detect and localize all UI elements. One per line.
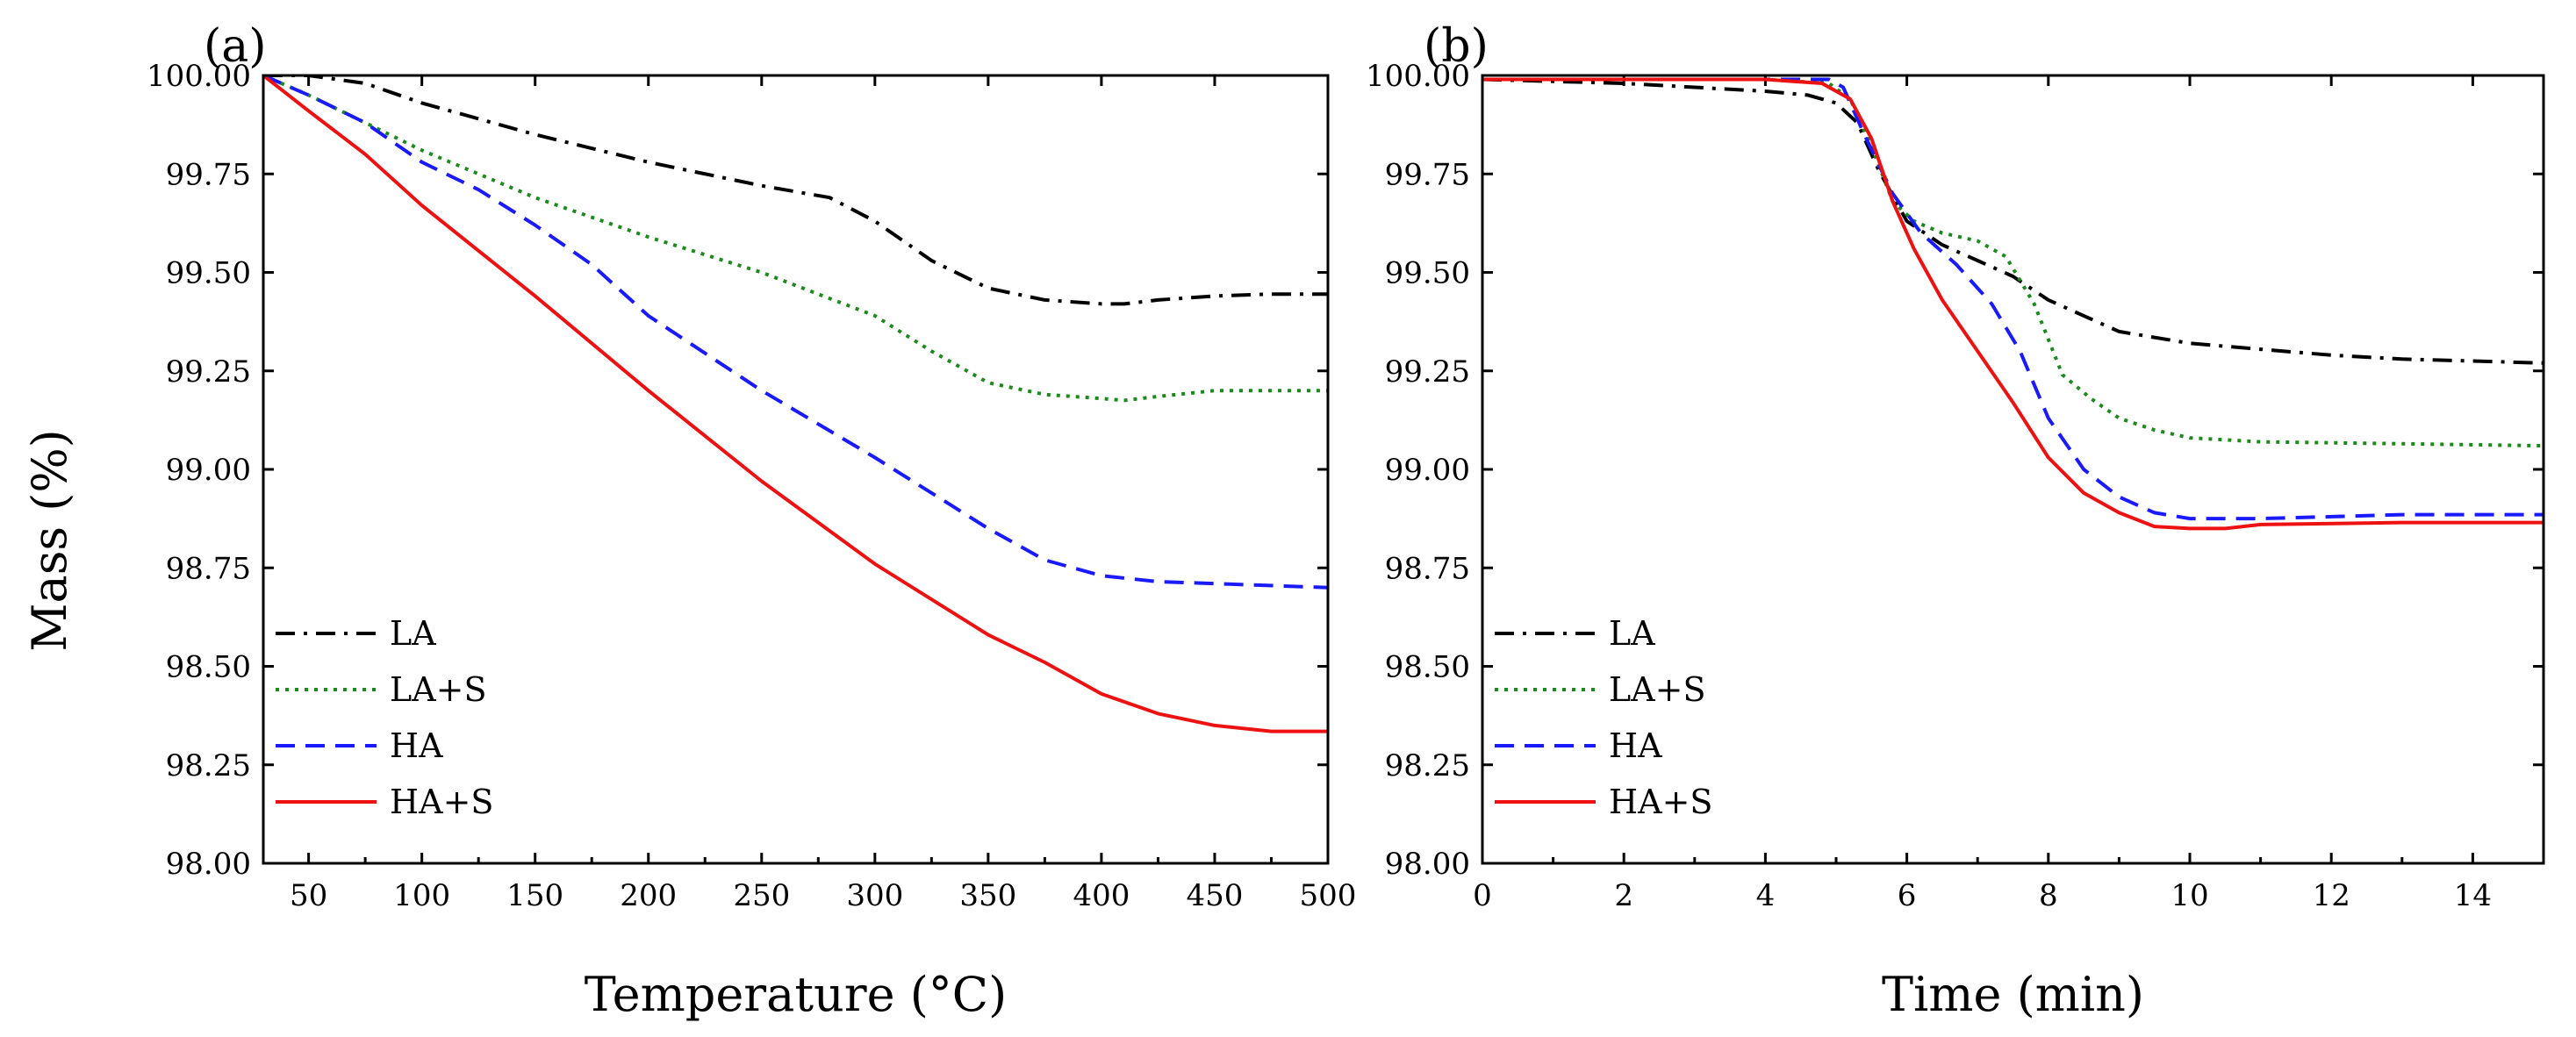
x-tick-label: 450: [1187, 878, 1244, 913]
x-tick-label: 2: [1614, 878, 1633, 913]
series-line-ha-plus-s: [263, 75, 1328, 733]
series-line-ha: [1482, 77, 2544, 521]
series-line-ha-plus-s: [1482, 77, 2544, 531]
x-tick-label: 500: [1300, 878, 1357, 913]
legend-label: HA+S: [1609, 783, 1712, 821]
x-tick-label: 300: [846, 878, 903, 913]
y-tick-label: 98.00: [1385, 847, 1470, 882]
y-tick-label: 98.25: [166, 748, 251, 783]
y-tick-label: 98.25: [1385, 748, 1470, 783]
legend-label: LA+S: [390, 670, 487, 709]
y-tick-label: 100.00: [1366, 59, 1470, 94]
y-tick-label: 100.00: [147, 59, 251, 94]
x-tick-label: 12: [2313, 878, 2350, 913]
x-axis-label: Time (min): [1882, 967, 2144, 1022]
panel-label: (a): [204, 20, 267, 73]
x-tick-label: 50: [290, 878, 327, 913]
legend-label: HA: [390, 726, 443, 765]
series-line-la: [1482, 77, 2544, 365]
x-tick-label: 6: [1898, 878, 1917, 913]
panel-a: (a) 50 100 150 200 250 300 350 400 450 500 98.00 98.…: [147, 20, 1356, 1022]
y-tick-label: 99.25: [166, 354, 251, 390]
y-tick-label: 99.00: [166, 453, 251, 488]
panel-b: (b) 0 2 4 6 8 10 12 14 98.00 98.25 98.50 98.75 99.00 9…: [1366, 20, 2545, 1022]
x-tick-label: 250: [733, 878, 790, 913]
plot-frame: [262, 74, 1330, 865]
legend-label: HA: [1609, 726, 1662, 765]
y-tick-label: 99.75: [166, 157, 251, 192]
x-tick-label: 0: [1473, 878, 1492, 913]
legend-label: HA+S: [390, 783, 493, 821]
y-tick-label: 99.50: [166, 256, 251, 291]
x-tick-label: 100: [393, 878, 450, 913]
y-tick-label: 98.50: [1385, 650, 1470, 685]
legend-label: LA: [390, 614, 436, 653]
x-tick-label: 10: [2171, 878, 2208, 913]
x-tick-label: 150: [506, 878, 563, 913]
y-axis-label: Mass (%): [22, 429, 77, 652]
x-tick-label: 200: [620, 878, 677, 913]
x-tick-label: 14: [2454, 878, 2492, 913]
series-line-ha: [263, 75, 1328, 590]
x-tick-label: 8: [2039, 878, 2058, 913]
series-line-la-plus-s: [1482, 77, 2544, 448]
x-tick-label: 350: [959, 878, 1016, 913]
panel-label: (b): [1424, 20, 1489, 73]
legend-label: LA+S: [1609, 670, 1706, 709]
plot-frame: [1481, 74, 2545, 865]
x-tick-label: 400: [1073, 878, 1130, 913]
series-line-la: [263, 75, 1328, 306]
y-tick-label: 99.50: [1385, 256, 1470, 291]
series-line-la-plus-s: [263, 75, 1328, 403]
y-tick-label: 98.00: [166, 847, 251, 882]
legend-label: LA: [1609, 614, 1655, 653]
y-tick-label: 98.50: [166, 650, 251, 685]
y-tick-label: 99.00: [1385, 453, 1470, 488]
y-tick-label: 98.75: [1385, 551, 1470, 586]
x-tick-label: 4: [1756, 878, 1776, 913]
y-tick-label: 99.25: [1385, 354, 1470, 390]
y-tick-label: 98.75: [166, 551, 251, 586]
y-tick-label: 99.75: [1385, 157, 1470, 192]
x-axis-label: Temperature (°C): [585, 967, 1007, 1022]
